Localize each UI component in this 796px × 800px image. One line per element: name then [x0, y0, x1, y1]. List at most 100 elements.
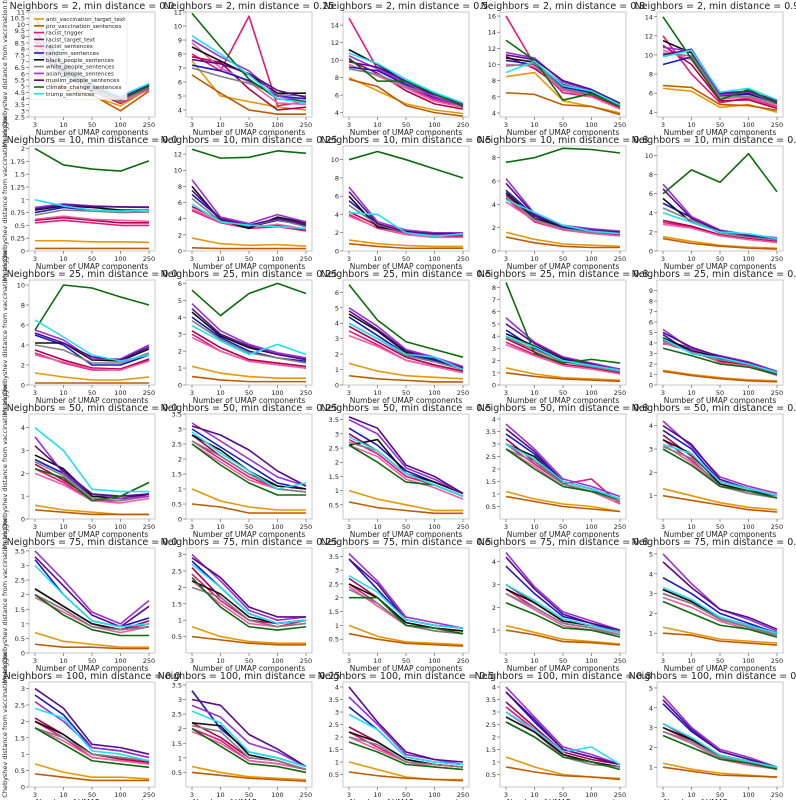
- y-tick-label: 2.5: [329, 445, 339, 453]
- series-line-white_people_sentences: [34, 461, 150, 502]
- y-tick-label: 12: [488, 45, 496, 53]
- series-line-climate_change_sentences: [191, 443, 306, 496]
- x-tick-label: 10: [59, 657, 67, 665]
- x-tick-label: 100: [742, 255, 754, 263]
- series-lines: [348, 552, 464, 647]
- x-axis-label: Number of UMAP components: [350, 262, 463, 271]
- series-line-climate_change_sentences: [348, 741, 464, 771]
- x-tick-label: 10: [530, 523, 538, 531]
- panel-title: Neighbors = 10, min distance = 0.25: [161, 135, 338, 146]
- y-tick-label: 1.5: [15, 734, 25, 742]
- y-tick-label: 6: [649, 90, 653, 98]
- series-line-racist_target_text: [662, 219, 778, 243]
- series-line-trump_sentences: [348, 322, 464, 371]
- y-tick-label: 0: [492, 248, 496, 256]
- y-tick-label: 0: [21, 516, 25, 524]
- y-tick-label: 2.5: [172, 711, 182, 719]
- x-tick-label: 3: [661, 791, 665, 799]
- x-axis-label: Number of UMAP components: [664, 262, 777, 271]
- x-tick-label: 250: [143, 791, 155, 799]
- y-tick-label: 10.5: [11, 15, 25, 23]
- series-line-random_sentences: [34, 334, 150, 366]
- x-tick-label: 100: [114, 791, 126, 799]
- x-tick-label: 100: [585, 255, 597, 263]
- x-axis-label: Number of UMAP components: [193, 530, 306, 539]
- series-line-trump_sentences: [505, 335, 621, 372]
- x-tick-label: 100: [271, 255, 283, 263]
- series-line-anti_vaccination_target_text: [191, 488, 306, 511]
- y-tick-label: 3.5: [329, 553, 339, 561]
- y-tick-label: 3: [492, 709, 496, 717]
- x-axis-label: Number of UMAP components: [664, 664, 777, 673]
- series-line-black_people_sentences: [505, 716, 621, 768]
- series-line-racist_sentences: [348, 215, 463, 239]
- series-line-muslim_people_sentences: [191, 425, 307, 487]
- y-tick-label: 0: [649, 382, 653, 390]
- series-line-trump_sentences: [662, 722, 778, 768]
- legend-item: pro_vaccination_sentences: [34, 24, 121, 30]
- y-tick-label: 10: [17, 282, 25, 290]
- x-tick-label: 50: [245, 523, 253, 531]
- series-line-trump_sentences: [505, 711, 621, 766]
- y-tick-label: 2.5: [329, 721, 339, 729]
- y-tick-label: 1: [178, 365, 182, 373]
- series-line-muslim_people_sentences: [191, 698, 307, 768]
- series-line-anti_vaccination_target_text: [34, 372, 150, 381]
- x-tick-label: 250: [457, 121, 469, 129]
- series-line-pro_vaccination_sentences: [662, 237, 778, 250]
- series-line-trump_sentences: [34, 198, 150, 212]
- y-tick-label: 5: [21, 83, 25, 91]
- y-tick-label: 10: [645, 51, 653, 59]
- series-line-anti_vaccination_target_text: [505, 490, 621, 513]
- y-tick-label: 1.5: [486, 746, 496, 754]
- series-line-climate_change_sentences: [505, 448, 621, 500]
- series-line-muslim_people_sentences: [34, 556, 150, 628]
- y-tick-label: 6: [492, 93, 496, 101]
- y-tick-label: 4: [21, 95, 25, 103]
- x-axis-label: Number of UMAP components: [36, 396, 149, 405]
- x-tick-label: 50: [88, 389, 96, 397]
- y-tick-label: 6: [649, 319, 653, 327]
- series-line-white_people_sentences: [662, 207, 778, 241]
- x-axis-label: Number of UMAP components: [507, 530, 620, 539]
- series-line-anti_vaccination_target_text: [348, 624, 464, 646]
- series-line-climate_change_sentences: [505, 602, 621, 638]
- legend-box: [30, 13, 128, 100]
- y-tick-label: 2: [335, 734, 339, 742]
- series-line-pro_vaccination_sentences: [191, 246, 306, 250]
- y-tick-label: 4: [492, 416, 496, 424]
- series-line-white_people_sentences: [505, 448, 621, 503]
- series-lines: [191, 553, 307, 646]
- x-axis-label: Number of UMAP components: [664, 530, 777, 539]
- series-line-anti_vaccination_target_text: [191, 60, 307, 111]
- x-tick-label: 50: [402, 791, 410, 799]
- panel-16: Neighbors = 50, min distance = 0.0 0 1 2 3 4 3…: [1, 383, 177, 549]
- y-tick-label: 3: [178, 696, 182, 704]
- y-tick-label: 2.5: [486, 453, 496, 461]
- y-tick-label: 1.5: [172, 600, 182, 608]
- x-tick-label: 10: [687, 523, 695, 531]
- series-lines: [662, 152, 778, 250]
- panel-9: Neighbors = 10, min distance = 0.8 0 2 4 6 8 3…: [478, 135, 649, 271]
- y-tick-label: 6: [649, 190, 653, 198]
- series-line-asian_people_sentences: [662, 695, 778, 768]
- x-tick-label: 10: [373, 657, 381, 665]
- x-tick-label: 100: [428, 657, 440, 665]
- x-tick-label: 250: [457, 791, 469, 799]
- series-lines: [348, 150, 464, 250]
- series-line-asian_people_sentences: [191, 422, 307, 487]
- series-line-trump_sentences: [348, 713, 464, 766]
- x-tick-label: 250: [457, 255, 469, 263]
- y-tick-label: 10: [174, 23, 182, 31]
- y-tick-label: 1.5: [172, 471, 182, 479]
- legend-label: pro_vaccination_sentences: [46, 24, 121, 30]
- y-tick-label: 4: [178, 314, 182, 322]
- y-tick-label: 2: [335, 229, 339, 237]
- series-line-muslim_people_sentences: [191, 58, 307, 99]
- x-tick-label: 3: [504, 523, 508, 531]
- series-line-climate_change_sentences: [505, 282, 621, 364]
- x-tick-label: 50: [88, 121, 96, 129]
- y-tick-label: 3.5: [329, 416, 339, 424]
- y-tick-label: 3: [178, 331, 182, 339]
- series-line-random_sentences: [191, 64, 307, 100]
